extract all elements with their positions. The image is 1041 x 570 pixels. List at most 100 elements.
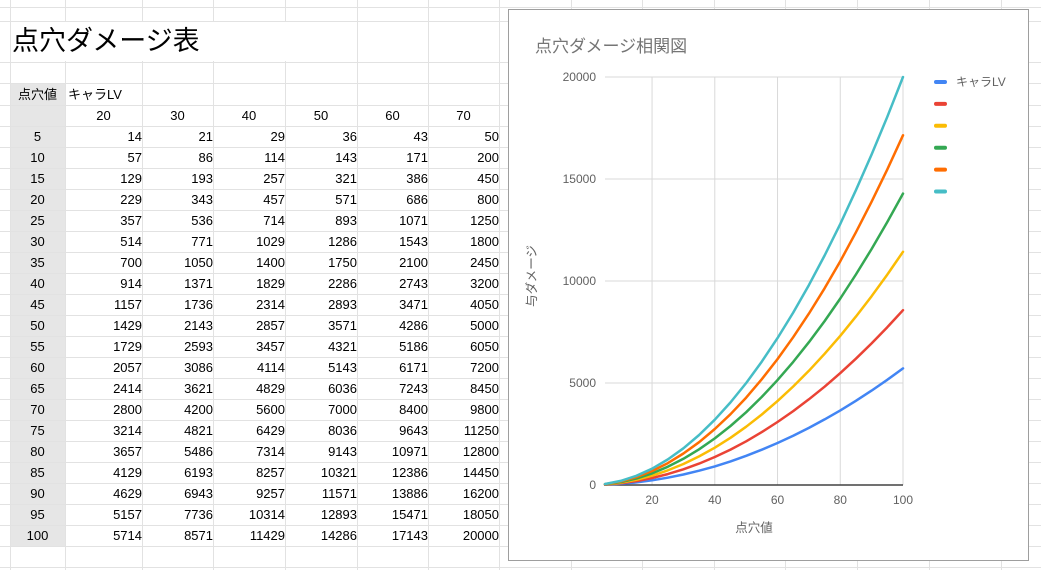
value-cell[interactable]: 5000 (470, 318, 499, 333)
value-cell[interactable]: 6050 (470, 339, 499, 354)
row-label-cell[interactable]: 35 (30, 255, 45, 270)
value-cell[interactable]: 257 (263, 171, 285, 186)
value-cell[interactable]: 7736 (184, 507, 213, 522)
value-cell[interactable]: 4129 (113, 465, 142, 480)
value-cell[interactable]: 3571 (328, 318, 357, 333)
value-cell[interactable]: 8400 (399, 402, 428, 417)
value-cell[interactable]: 129 (120, 171, 142, 186)
value-cell[interactable]: 1729 (113, 339, 142, 354)
value-cell[interactable]: 9143 (328, 444, 357, 459)
value-cell[interactable]: 2100 (399, 255, 428, 270)
value-cell[interactable]: 1829 (256, 276, 285, 291)
value-cell[interactable]: 386 (406, 171, 428, 186)
value-cell[interactable]: 12800 (462, 444, 499, 459)
value-cell[interactable]: 14450 (462, 465, 499, 480)
value-cell[interactable]: 8036 (328, 423, 357, 438)
value-cell[interactable]: 200 (477, 150, 499, 165)
row-label-cell[interactable]: 100 (26, 528, 49, 543)
value-cell[interactable]: 5714 (113, 528, 142, 543)
value-cell[interactable]: 1371 (184, 276, 213, 291)
value-cell[interactable]: 12893 (320, 507, 357, 522)
value-cell[interactable]: 700 (120, 255, 142, 270)
value-cell[interactable]: 229 (120, 192, 142, 207)
sheet-title-cell[interactable]: 点穴ダメージ表 (12, 26, 200, 56)
value-cell[interactable]: 16200 (462, 486, 499, 501)
value-cell[interactable]: 1400 (256, 255, 285, 270)
value-cell[interactable]: 450 (477, 171, 499, 186)
value-cell[interactable]: 29 (270, 129, 285, 144)
row-label-cell[interactable]: 85 (30, 465, 45, 480)
value-cell[interactable]: 5486 (184, 444, 213, 459)
level-header-cell[interactable]: 30 (170, 108, 185, 123)
row-label-cell[interactable]: 75 (30, 423, 45, 438)
value-cell[interactable]: 8450 (470, 381, 499, 396)
value-cell[interactable]: 686 (406, 192, 428, 207)
row-label-cell[interactable]: 65 (30, 381, 45, 396)
value-cell[interactable]: 7000 (328, 402, 357, 417)
value-cell[interactable]: 3457 (256, 339, 285, 354)
row-label-cell[interactable]: 80 (30, 444, 45, 459)
value-cell[interactable]: 1071 (399, 213, 428, 228)
value-cell[interactable]: 536 (191, 213, 213, 228)
value-cell[interactable]: 1286 (328, 234, 357, 249)
value-cell[interactable]: 9800 (470, 402, 499, 417)
value-cell[interactable]: 1750 (328, 255, 357, 270)
value-cell[interactable]: 7314 (256, 444, 285, 459)
value-cell[interactable]: 1029 (256, 234, 285, 249)
value-cell[interactable]: 893 (335, 213, 357, 228)
row-label-cell[interactable]: 10 (30, 150, 45, 165)
value-cell[interactable]: 914 (120, 276, 142, 291)
value-cell[interactable]: 5186 (399, 339, 428, 354)
row-label-cell[interactable]: 70 (30, 402, 45, 417)
value-cell[interactable]: 21 (198, 129, 213, 144)
row-label-cell[interactable]: 40 (30, 276, 45, 291)
value-cell[interactable]: 2450 (470, 255, 499, 270)
row-label-cell[interactable]: 90 (30, 486, 45, 501)
value-cell[interactable]: 4286 (399, 318, 428, 333)
value-cell[interactable]: 6036 (328, 381, 357, 396)
row-label-cell[interactable]: 60 (30, 360, 45, 375)
value-cell[interactable]: 43 (413, 129, 428, 144)
value-cell[interactable]: 1736 (184, 297, 213, 312)
value-cell[interactable]: 12386 (391, 465, 428, 480)
value-cell[interactable]: 10321 (320, 465, 357, 480)
value-cell[interactable]: 9643 (399, 423, 428, 438)
value-cell[interactable]: 4821 (184, 423, 213, 438)
value-cell[interactable]: 321 (335, 171, 357, 186)
value-cell[interactable]: 17143 (391, 528, 428, 543)
value-cell[interactable]: 3086 (184, 360, 213, 375)
value-cell[interactable]: 3200 (470, 276, 499, 291)
value-cell[interactable]: 357 (120, 213, 142, 228)
value-cell[interactable]: 86 (198, 150, 213, 165)
row-label-cell[interactable]: 95 (30, 507, 45, 522)
value-cell[interactable]: 8571 (184, 528, 213, 543)
value-cell[interactable]: 11250 (463, 423, 499, 438)
row-label-cell[interactable]: 20 (30, 192, 45, 207)
value-cell[interactable]: 571 (335, 192, 357, 207)
value-cell[interactable]: 15471 (391, 507, 428, 522)
value-cell[interactable]: 6171 (399, 360, 428, 375)
value-cell[interactable]: 6429 (256, 423, 285, 438)
value-cell[interactable]: 1050 (184, 255, 213, 270)
value-cell[interactable]: 3214 (113, 423, 142, 438)
value-cell[interactable]: 171 (406, 150, 428, 165)
value-cell[interactable]: 11571 (321, 486, 357, 501)
corner-header-cell[interactable]: 点穴値 (17, 87, 57, 102)
value-cell[interactable]: 2143 (184, 318, 213, 333)
row-label-cell[interactable]: 15 (30, 171, 45, 186)
row-label-cell[interactable]: 5 (33, 129, 42, 144)
value-cell[interactable]: 2800 (113, 402, 142, 417)
value-cell[interactable]: 771 (191, 234, 213, 249)
value-cell[interactable]: 1543 (399, 234, 428, 249)
level-header-cell[interactable]: 60 (385, 108, 400, 123)
value-cell[interactable]: 14286 (320, 528, 357, 543)
value-cell[interactable]: 57 (127, 150, 142, 165)
value-cell[interactable]: 20000 (462, 528, 499, 543)
value-cell[interactable]: 2743 (399, 276, 428, 291)
value-cell[interactable]: 2314 (256, 297, 285, 312)
value-cell[interactable]: 3657 (113, 444, 142, 459)
value-cell[interactable]: 2286 (328, 276, 357, 291)
row-label-cell[interactable]: 55 (30, 339, 45, 354)
value-cell[interactable]: 4114 (257, 360, 285, 375)
value-cell[interactable]: 193 (191, 171, 213, 186)
